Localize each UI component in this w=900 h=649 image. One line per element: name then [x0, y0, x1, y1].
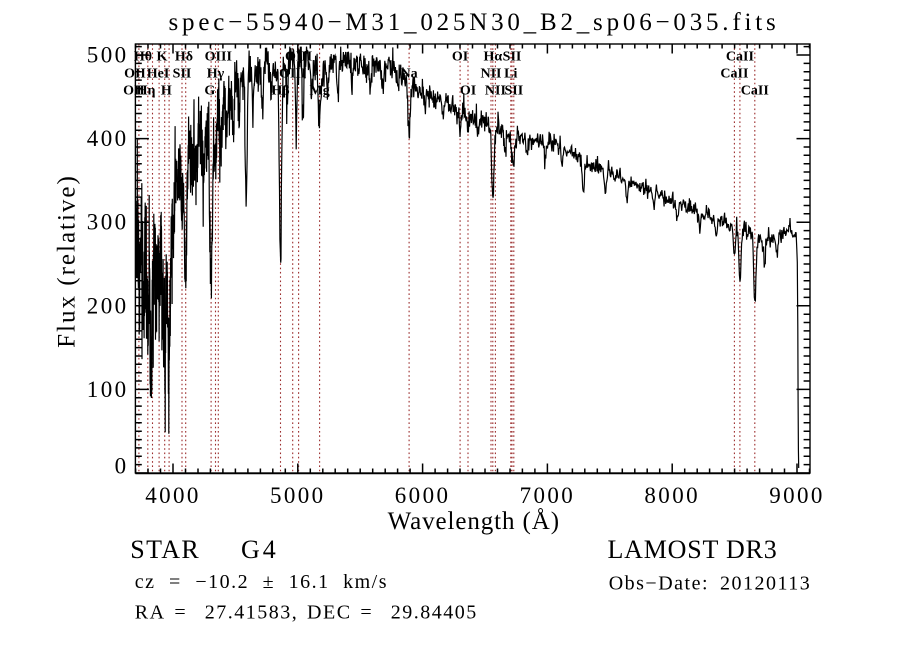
svg-text:Hδ: Hδ: [175, 50, 193, 65]
svg-text:STAR: STAR: [130, 535, 200, 564]
svg-text:CaII: CaII: [741, 84, 769, 99]
svg-text:OIII: OIII: [205, 50, 232, 65]
svg-text:OI: OI: [460, 84, 476, 99]
svg-text:NII: NII: [480, 67, 501, 82]
svg-text:OI: OI: [452, 50, 468, 65]
svg-text:OII: OII: [123, 84, 145, 99]
svg-text:RA = 27.41583, DEC = 29.8440: RA = 27.41583, DEC = 29.84405: [135, 602, 478, 624]
svg-text:Hη: Hη: [137, 84, 156, 99]
svg-text:spec−55940−M31_025N30_B2_sp06−: spec−55940−M31_025N30_B2_sp06−035.fits: [168, 9, 779, 36]
svg-text:6000: 6000: [395, 483, 451, 508]
svg-text:CaII: CaII: [720, 67, 748, 82]
svg-text:Na: Na: [401, 67, 418, 82]
svg-text:Hγ: Hγ: [207, 67, 225, 82]
svg-text:Obs−Date: 20120113: Obs−Date: 20120113: [609, 573, 812, 595]
svg-text:500: 500: [87, 43, 129, 68]
svg-text:Li: Li: [504, 67, 517, 82]
svg-text:HeI: HeI: [147, 67, 170, 82]
svg-text:9000: 9000: [769, 483, 825, 508]
svg-text:OIII: OIII: [285, 50, 312, 65]
svg-text:SII: SII: [503, 50, 522, 65]
svg-text:Hβ: Hβ: [271, 84, 289, 99]
svg-text:300: 300: [87, 210, 129, 235]
svg-text:H: H: [161, 84, 172, 99]
svg-text:7000: 7000: [520, 483, 576, 508]
svg-text:SII: SII: [504, 84, 523, 99]
svg-text:K: K: [157, 50, 168, 65]
svg-text:Hα: Hα: [483, 50, 502, 65]
svg-text:NII: NII: [485, 84, 506, 99]
svg-text:Flux (relative): Flux (relative): [54, 174, 81, 348]
svg-text:OIII: OIII: [279, 67, 306, 82]
svg-text:G: G: [204, 84, 215, 99]
svg-text:Mg: Mg: [309, 84, 329, 99]
svg-text:cz = −10.2 ± 16.1 km/s: cz = −10.2 ± 16.1 km/s: [135, 571, 388, 593]
svg-text:OII: OII: [124, 67, 146, 82]
svg-text:5000: 5000: [270, 483, 326, 508]
svg-text:0: 0: [115, 454, 129, 479]
svg-text:G4: G4: [241, 535, 279, 564]
svg-text:Wavelength (Å): Wavelength (Å): [388, 508, 560, 535]
svg-text:CaII: CaII: [726, 50, 754, 65]
svg-text:LAMOST DR3: LAMOST DR3: [608, 535, 778, 564]
svg-text:200: 200: [87, 293, 129, 318]
svg-text:8000: 8000: [644, 483, 700, 508]
svg-text:100: 100: [87, 377, 129, 402]
svg-text:SII: SII: [173, 67, 192, 82]
svg-text:400: 400: [87, 126, 129, 151]
svg-text:Hθ: Hθ: [134, 50, 152, 65]
svg-text:4000: 4000: [145, 483, 201, 508]
